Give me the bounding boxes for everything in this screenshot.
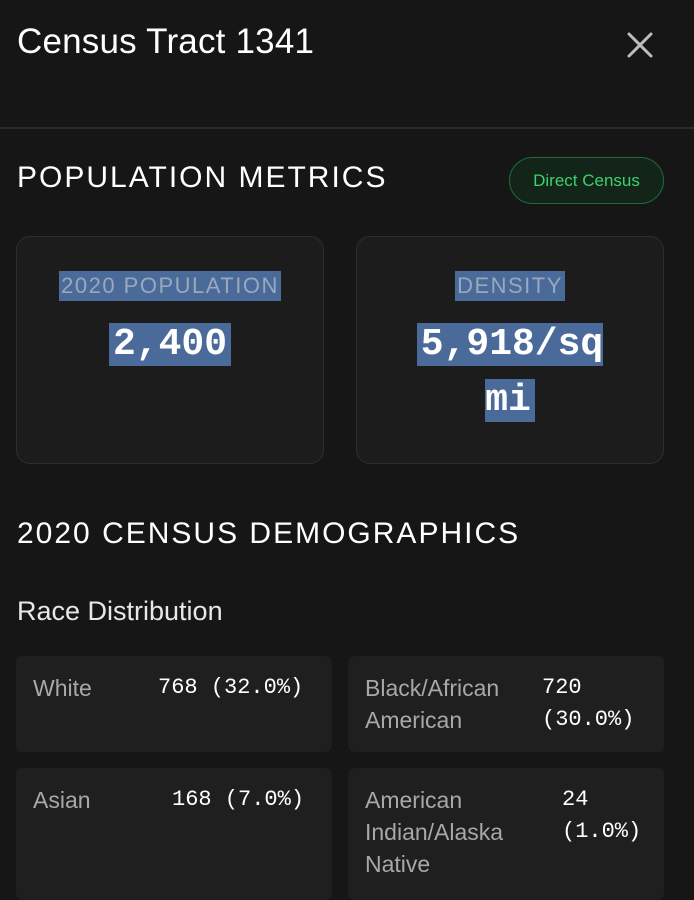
metric-label: 2020 POPULATION <box>59 271 281 301</box>
direct-census-badge: Direct Census <box>509 157 664 204</box>
race-card-black: Black/African American 720 (30.0%) <box>348 656 664 752</box>
panel-header: Census Tract 1341 <box>0 0 694 129</box>
population-metric-card: 2020 POPULATION 2,400 <box>16 236 324 464</box>
density-metric-card: DENSITY 5,918/sq mi <box>356 236 664 464</box>
metric-label: DENSITY <box>455 271 565 301</box>
close-icon[interactable] <box>620 25 660 65</box>
race-value: 24 (1.0%) <box>562 787 642 844</box>
race-name: White <box>33 675 92 701</box>
metric-value: 5,918/sq mi <box>402 317 618 429</box>
metric-value: 2,400 <box>62 317 278 373</box>
race-name: American Indian/Alaska Native <box>365 787 504 877</box>
race-card-american-indian: American Indian/Alaska Native 24 (1.0%) <box>348 768 664 900</box>
race-name: Asian <box>33 787 91 813</box>
race-card-white: White 768 (32.0%) <box>16 656 332 752</box>
population-metrics-heading: POPULATION METRICS <box>17 161 388 194</box>
demographics-heading: 2020 CENSUS DEMOGRAPHICS <box>17 517 521 550</box>
race-value: 168 (7.0%) <box>172 787 305 812</box>
race-distribution-heading: Race Distribution <box>17 596 223 626</box>
race-value: 720 (30.0%) <box>542 675 635 732</box>
race-name: Black/African American <box>365 675 500 733</box>
panel-title: Census Tract 1341 <box>17 22 315 61</box>
race-card-asian: Asian 168 (7.0%) <box>16 768 332 900</box>
race-value: 768 (32.0%) <box>158 675 304 700</box>
